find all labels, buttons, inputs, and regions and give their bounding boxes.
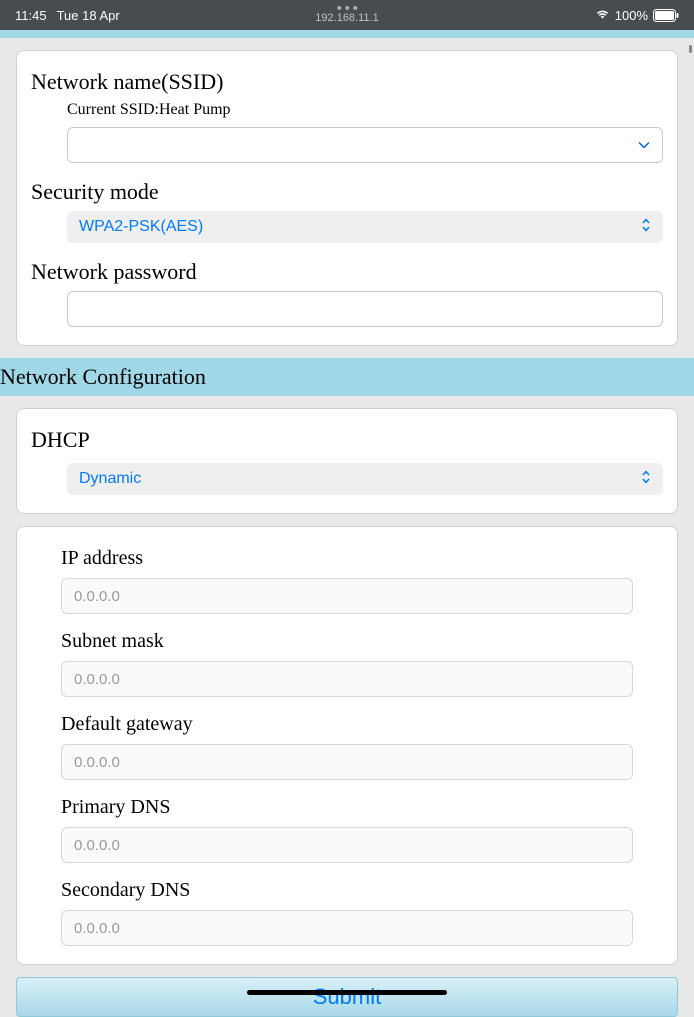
password-input[interactable] <box>67 291 663 327</box>
security-mode-dropdown[interactable]: WPA2-PSK(AES) <box>67 211 663 243</box>
wifi-settings-card: Network name(SSID) Current SSID:Heat Pum… <box>16 50 678 346</box>
section-header-partial <box>0 30 694 38</box>
ssid-label: Network name(SSID) <box>31 69 663 95</box>
battery-percent: 100% <box>615 8 648 23</box>
default-gateway-label: Default gateway <box>61 713 633 736</box>
secondary-dns-input[interactable] <box>61 910 633 946</box>
current-ssid-label: Current SSID:Heat Pump <box>67 101 663 119</box>
security-mode-label: Security mode <box>31 179 663 205</box>
status-time: 11:45 <box>15 8 47 23</box>
primary-dns-input[interactable] <box>61 827 633 863</box>
chevron-down-icon <box>638 138 650 153</box>
updown-icon <box>641 217 651 238</box>
primary-dns-label: Primary DNS <box>61 796 633 819</box>
dhcp-dropdown[interactable]: Dynamic <box>67 463 663 495</box>
subnet-mask-input[interactable] <box>61 661 633 697</box>
default-gateway-input[interactable] <box>61 744 633 780</box>
tab-dots <box>315 6 378 10</box>
ssid-dropdown[interactable] <box>67 127 663 163</box>
subnet-mask-label: Subnet mask <box>61 630 633 653</box>
status-bar: 11:45 Tue 18 Apr 192.168.11.1 100% <box>0 0 694 30</box>
status-url: 192.168.11.1 <box>315 12 378 24</box>
network-config-header: Network Configuration <box>0 358 694 396</box>
dhcp-label: DHCP <box>31 427 663 453</box>
ip-address-input[interactable] <box>61 578 633 614</box>
home-indicator[interactable] <box>247 990 447 995</box>
status-date: Tue 18 Apr <box>57 8 120 23</box>
battery-icon <box>653 9 679 22</box>
wifi-icon <box>595 8 610 23</box>
ip-config-card: IP address Subnet mask Default gateway P… <box>16 526 678 965</box>
dhcp-card: DHCP Dynamic <box>16 408 678 514</box>
ip-address-label: IP address <box>61 547 633 570</box>
secondary-dns-label: Secondary DNS <box>61 879 633 902</box>
password-label: Network password <box>31 259 663 285</box>
scrollbar[interactable] <box>689 45 692 53</box>
updown-icon <box>641 469 651 490</box>
submit-button[interactable]: Submit <box>16 977 678 1017</box>
